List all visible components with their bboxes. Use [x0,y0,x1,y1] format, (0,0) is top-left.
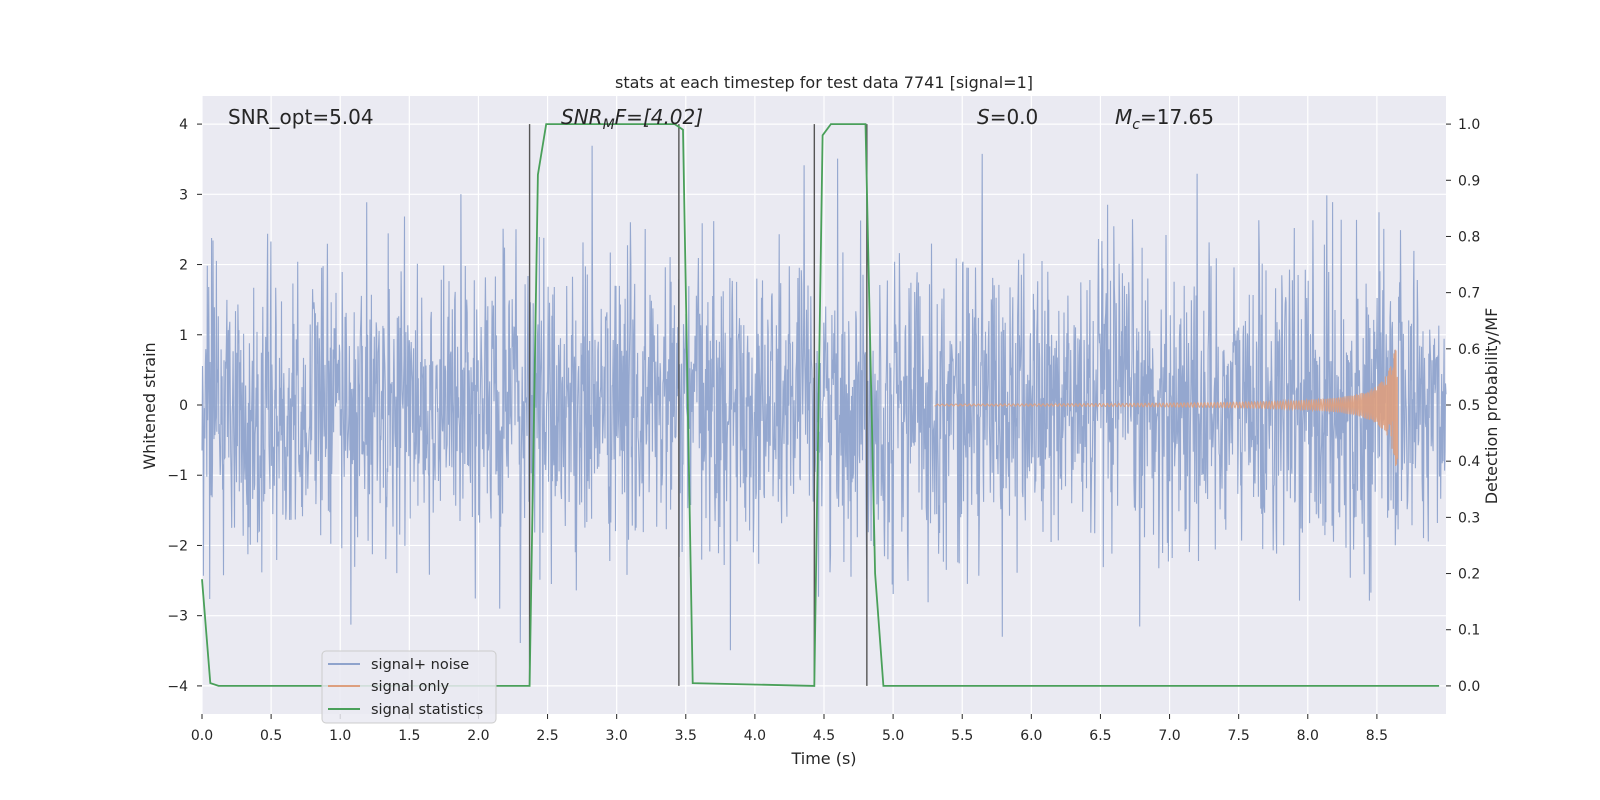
noise-trace [201,145,1447,651]
x-tick-label-1: 0.5 [260,728,282,744]
y2-tick-label-4: 0.4 [1458,454,1480,470]
x-tick-label-15: 7.5 [1228,728,1250,744]
annotation-snr-opt: SNR_opt=5.04 [228,105,374,129]
x-tick-label-12: 6.0 [1020,728,1042,744]
y2-axis-ticks: 0.0 0.1 0.2 0.3 0.4 0.5 0.6 0.7 0.8 0.9 1.0 [1446,117,1480,695]
x-tick-label-17: 8.5 [1366,728,1388,744]
x-tick-label-9: 4.5 [813,728,835,744]
y2-tick-label-0: 0.0 [1458,679,1480,695]
chart-title: stats at each timestep for test data 774… [615,73,1033,92]
legend: signal+ noise signal only signal statist… [321,650,497,724]
y2-tick-label-5: 0.5 [1458,398,1480,414]
y2-tick-label-10: 1.0 [1458,117,1480,133]
y-axis-ticks: −4 −3 −2 −1 0 1 2 3 4 [167,117,202,695]
legend-label-statistics: signal statistics [371,702,483,718]
x-tick-label-14: 7.0 [1158,728,1180,744]
x-tick-label-6: 3.0 [606,728,628,744]
x-tick-label-13: 6.5 [1089,728,1111,744]
x-tick-label-11: 5.5 [951,728,973,744]
y2-tick-label-2: 0.2 [1458,567,1480,583]
y-tick-label-6: 2 [179,258,188,274]
y2-tick-label-8: 0.8 [1458,229,1480,245]
x-tick-label-4: 2.0 [467,728,489,744]
annotation-snr-mf: SNRMF=[4.02] [561,105,703,133]
y-tick-label-8: 4 [179,117,188,133]
y2-tick-label-6: 0.6 [1458,342,1480,358]
noise-series [201,145,1447,651]
x-axis-ticks: 0.0 0.5 1.0 1.5 2.0 2.5 3.0 3.5 4.0 4.5 5.0 5.5 6.0 6… [191,714,1388,744]
y2-axis-label: Detection probability/MF [1482,308,1501,505]
y-tick-label-3: −1 [167,468,188,484]
y2-tick-label-1: 0.1 [1458,623,1480,639]
y-tick-label-1: −3 [167,609,188,625]
signal-trace [934,349,1399,467]
annotation-s: S=0.0 [977,105,1038,129]
y-axis-label: Whitened strain [140,342,159,469]
legend-label-signal: signal only [371,679,450,695]
y-tick-label-0: −4 [167,679,188,695]
x-axis-label: Time (s) [790,749,856,768]
x-tick-label-8: 4.0 [744,728,766,744]
x-tick-label-0: 0.0 [191,728,213,744]
annotation-mc: Mc=17.65 [1115,105,1214,133]
legend-box [321,650,497,724]
y-tick-label-7: 3 [179,187,188,203]
y-tick-label-4: 0 [179,398,188,414]
signal-series [934,349,1399,467]
y-tick-label-5: 1 [179,328,188,344]
y2-tick-label-9: 0.9 [1458,173,1480,189]
x-tick-label-7: 3.5 [675,728,697,744]
x-tick-label-16: 8.0 [1297,728,1319,744]
legend-label-noise: signal+ noise [371,657,469,673]
x-tick-label-3: 1.5 [398,728,420,744]
y2-tick-label-3: 0.3 [1458,510,1480,526]
x-tick-label-2: 1.0 [329,728,351,744]
y2-tick-label-7: 0.7 [1458,286,1480,302]
y-tick-label-2: −2 [167,538,188,554]
x-tick-label-5: 2.5 [536,728,558,744]
x-tick-label-10: 5.0 [882,728,904,744]
